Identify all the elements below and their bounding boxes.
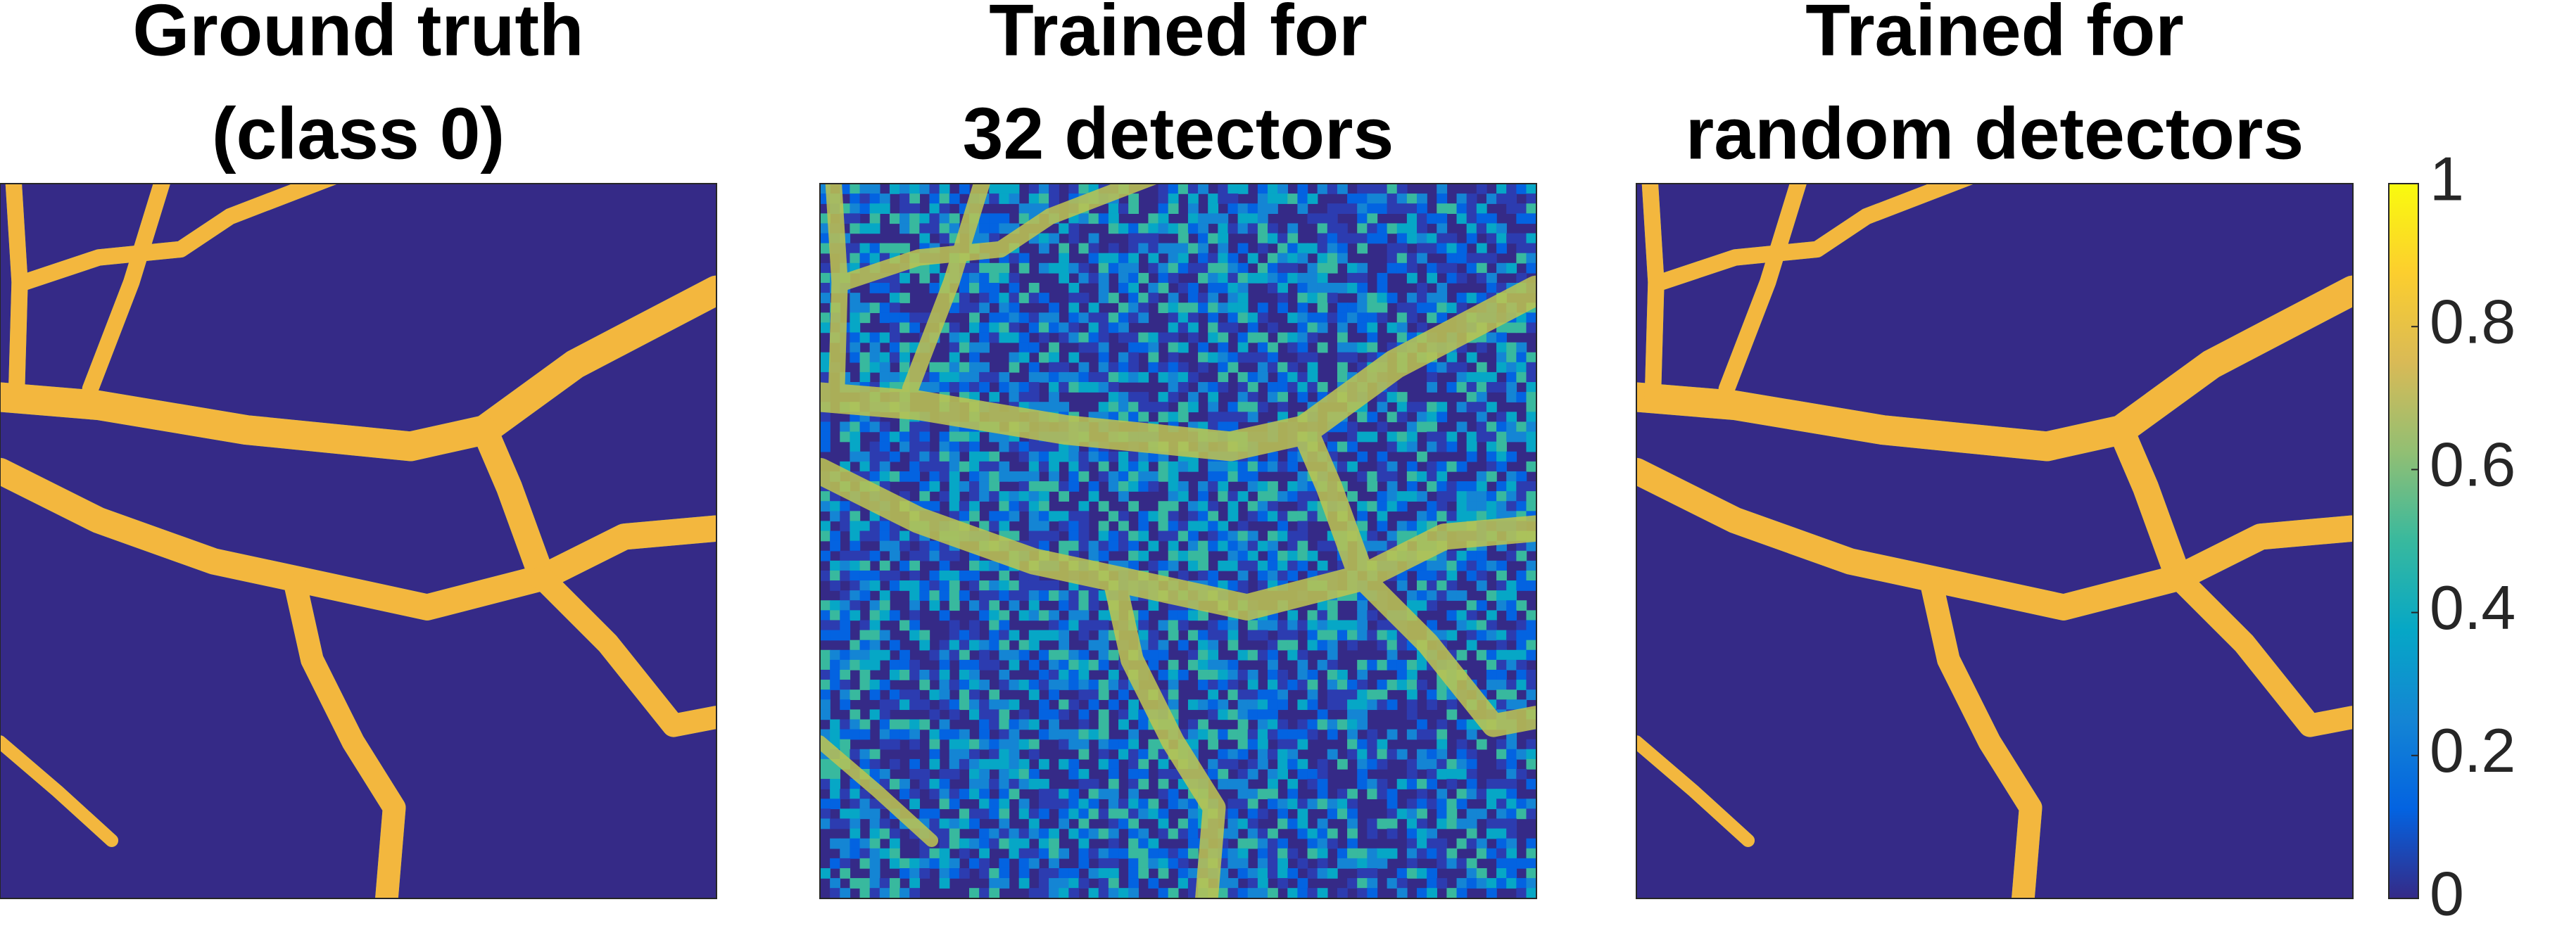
panel-title: Trained for xyxy=(989,0,1367,71)
image-panel xyxy=(0,184,716,906)
colorbar-tick-label: 0.2 xyxy=(2430,716,2515,785)
panel-title: (class 0) xyxy=(212,93,505,174)
panel-title: Trained for xyxy=(1805,0,2183,71)
panel-frame xyxy=(1636,183,2354,899)
colorbar xyxy=(2388,183,2419,899)
colorbar-tick-label: 0.6 xyxy=(2430,430,2515,500)
panel-title: 32 detectors xyxy=(963,93,1394,174)
panel-frame xyxy=(0,183,717,899)
colorbar-tick-label: 0.4 xyxy=(2430,573,2515,642)
image-panel xyxy=(820,184,1536,898)
panel-frame xyxy=(819,183,1537,899)
colorbar-tick-label: 0.8 xyxy=(2430,286,2515,356)
panels xyxy=(0,184,2353,906)
panel-title: random detectors xyxy=(1686,93,2304,174)
image-panel xyxy=(1636,184,2353,906)
colorbar-ticks: 0 0.2 0.4 0.6 0.8 1 xyxy=(2411,144,2515,928)
panel-title: Ground truth xyxy=(132,0,583,71)
colorbar-tick-label: 1 xyxy=(2430,144,2464,213)
colorbar-tick-label: 0 xyxy=(2430,858,2464,928)
